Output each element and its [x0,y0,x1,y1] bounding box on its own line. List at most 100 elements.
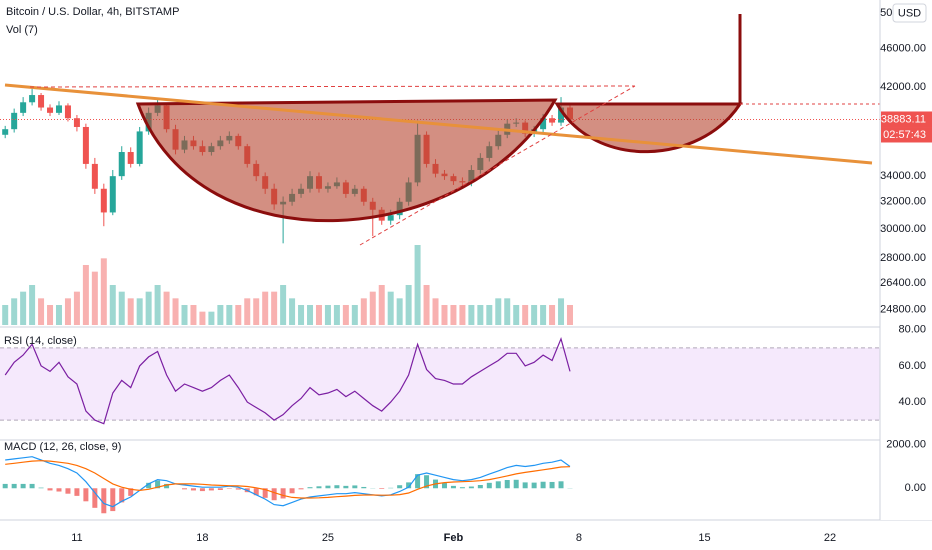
macd-histogram-bar [128,488,134,496]
rsi-band [0,347,880,421]
volume-bar [351,305,358,325]
currency-label[interactable]: USD [898,7,921,19]
volume-bar [262,291,269,325]
macd-histogram-bar [74,488,80,496]
rsi-line [4,336,571,425]
macd-histogram-bar [262,488,268,498]
macd-histogram-bar [253,488,259,496]
volume-bar [441,305,448,325]
macd-histogram-bar [92,488,98,508]
currency-button[interactable] [892,3,927,23]
volume-bar [289,298,296,325]
last-price-label: 38883.11 [881,113,926,125]
y-tick-label: 24800.00 [880,303,926,315]
macd-histogram-bar [334,485,340,489]
macd-histogram-bar [11,483,17,489]
candle-body [20,102,27,113]
volume-bar [378,285,385,325]
candle-body [109,176,116,213]
volume-bar [100,258,107,325]
y-tick-label: 26400.00 [880,277,926,289]
volume-bar [540,305,547,325]
macd-title: MACD (12, 26, close, 9) [4,441,121,453]
macd-histogram-bar [280,488,286,499]
candle-body [549,118,556,123]
macd-histogram-bar [2,483,8,489]
macd-histogram-bar [20,483,26,489]
candle-body [387,215,394,221]
macd-histogram-bar [217,488,223,490]
volume-bar [11,298,18,325]
macd-histogram-bar [271,488,277,501]
axis-layer: 111825Feb8152250000.0046000.0042000.0034… [71,7,932,544]
candle-body [29,95,36,103]
volume-bar [360,298,367,325]
x-tick-label: 18 [196,532,208,544]
y-tick-label: 46000.00 [880,42,926,54]
y-tick-label: 34000.00 [880,170,926,182]
macd-histogram-bar [325,485,331,489]
candle-body [73,118,80,127]
volume-bar [405,285,412,325]
volume-bar [172,298,179,325]
macd-line [5,456,571,508]
volume-bar [235,305,242,325]
volume-bar [513,305,520,325]
volume-bar [333,305,340,325]
candle-body [55,105,62,113]
macd-histogram-bar [316,486,322,489]
volume-bar [504,298,511,325]
volume-bar [217,305,224,325]
candle-body [11,112,18,130]
macd-histogram-bar [110,488,116,512]
macd-histogram-bar [289,488,295,494]
macd-histogram-bar [56,488,62,492]
volume-bar [163,291,170,325]
rsi-tick-label: 80.00 [898,324,926,336]
volume-bar [432,298,439,325]
rsi-tick-label: 40.00 [898,396,926,408]
volume-bar [414,245,421,325]
volume-bar [324,305,331,325]
volume-bar [522,305,529,325]
countdown-label: 02:57:43 [883,129,926,141]
volume-bar [468,305,475,325]
macd-histogram-bar [397,485,403,489]
macd-histogram-bar [406,482,412,489]
volume-bar [495,298,502,325]
trend-line [4,83,873,165]
y-tick-label: 30000.00 [880,223,926,235]
volume-bar [486,305,493,325]
last-price-box [881,111,932,128]
macd-histogram-bar [415,474,421,489]
volume-bar [423,285,430,325]
candle-body [100,188,107,213]
macd-histogram-bar [424,475,430,489]
macd-histogram-bar [540,481,546,489]
drawings-layer [4,14,880,246]
volume-bar [369,291,376,325]
candle-body [558,107,565,123]
y-tick-label: 28000.00 [880,252,926,264]
volume-title: Vol (7) [6,24,38,36]
marks-layer [0,87,880,514]
volume-bar [208,311,215,325]
macd-histogram-bar [361,486,367,489]
volume-bar [450,305,457,325]
volume-bar [181,305,188,325]
x-tick-label: 8 [576,532,582,544]
macd-tick-label: 2000.00 [886,439,926,451]
volume-bar [136,298,143,325]
candle-body [64,105,71,119]
macd-histogram-bar [495,481,501,489]
macd-histogram-bar [235,488,241,490]
candle-body [118,152,125,177]
macd-histogram-bar [343,485,349,489]
grid-layer [0,347,880,421]
macd-histogram-bar [441,483,447,489]
macd-histogram-bar [164,483,170,489]
price-axis [880,0,932,520]
x-tick-label: 25 [322,532,334,544]
chart-title: Bitcoin / U.S. Dollar, 4h, BITSTAMP [6,6,179,18]
